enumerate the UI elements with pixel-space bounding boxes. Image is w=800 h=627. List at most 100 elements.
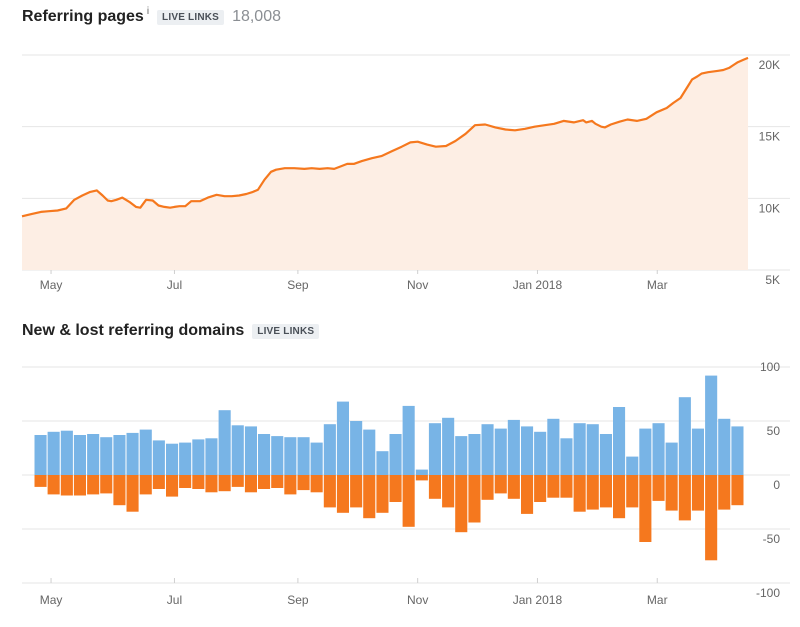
new-domains-bar: [534, 431, 547, 475]
info-icon[interactable]: i: [146, 5, 150, 17]
new-domains-bar: [310, 442, 323, 475]
lost-domains-bar: [258, 475, 271, 489]
new-domains-bar: [139, 429, 152, 475]
new-domains-bar: [205, 438, 218, 475]
x-tick-label: Sep: [287, 593, 309, 607]
lost-domains-bar: [244, 475, 257, 493]
referring-pages-title: Referring pages: [22, 8, 144, 25]
y-tick-label: 5K: [765, 273, 780, 287]
new-domains-bar: [350, 421, 363, 475]
lost-domains-bar: [718, 475, 731, 510]
y-tick-label: 100: [760, 360, 780, 374]
new-domains-bar: [415, 469, 428, 475]
new-domains-bar: [428, 423, 441, 475]
new-domains-bar: [599, 434, 612, 475]
new-domains-bar: [297, 437, 310, 475]
new-domains-bar: [691, 428, 704, 475]
series-line: [21, 56, 749, 218]
lost-domains-bar: [586, 475, 599, 510]
new-domains-bar: [192, 439, 205, 475]
new-domains-bar: [244, 426, 257, 475]
lost-domains-bar: [126, 475, 139, 512]
new-domains-bar: [586, 424, 599, 475]
x-tick-label: Jul: [167, 593, 182, 607]
new-domains-bar: [547, 418, 560, 475]
lost-domains-bar: [468, 475, 481, 523]
y-tick-label: 10K: [759, 201, 780, 215]
lost-domains-bar: [376, 475, 389, 513]
lost-domains-bar: [113, 475, 126, 506]
area-fill: [22, 57, 748, 271]
lost-domains-bar: [363, 475, 376, 519]
new-domains-bar: [731, 426, 744, 475]
new-domains-bar: [87, 434, 100, 475]
new-domains-bar: [678, 397, 691, 475]
new-domains-bar: [271, 436, 284, 475]
lost-domains-bar: [705, 475, 718, 561]
new-domains-bar: [494, 428, 507, 475]
new-domains-bar: [442, 417, 455, 475]
lost-domains-bar: [47, 475, 60, 495]
lost-domains-bar: [402, 475, 415, 527]
lost-domains-bar: [652, 475, 665, 501]
live-links-badge[interactable]: LIVE LINKS: [252, 323, 320, 339]
lost-domains-bar: [547, 475, 560, 498]
lost-domains-bar: [152, 475, 165, 489]
lost-domains-bar: [73, 475, 86, 496]
lost-domains-bar: [34, 475, 47, 487]
new-domains-bar: [363, 429, 376, 475]
lost-domains-bar: [599, 475, 612, 508]
new-domains-bar: [376, 451, 389, 475]
lost-domains-bar: [415, 475, 428, 481]
new-domains-bar: [481, 424, 494, 475]
x-tick-label: May: [40, 593, 63, 607]
lost-domains-bar: [336, 475, 349, 513]
lost-domains-bar: [613, 475, 626, 519]
lost-domains-bar: [428, 475, 441, 499]
lost-domains-bar: [218, 475, 231, 492]
lost-domains-bar: [442, 475, 455, 508]
new-domains-bar: [389, 434, 402, 475]
new-domains-bar: [113, 435, 126, 475]
new-domains-bar: [468, 434, 481, 475]
lost-domains-bar: [481, 475, 494, 500]
new-domains-bar: [560, 438, 573, 475]
lost-domains-bar: [192, 475, 205, 489]
new-domains-bar: [126, 432, 139, 475]
new-domains-bar: [179, 442, 192, 475]
new-domains-bar: [639, 428, 652, 475]
y-tick-label: 15K: [759, 130, 780, 144]
lost-domains-bar: [455, 475, 468, 533]
new-domains-bar: [231, 425, 244, 475]
lost-domains-bar: [494, 475, 507, 494]
x-tick-label: Mar: [647, 278, 668, 292]
new-domains-bar: [258, 434, 271, 475]
lost-domains-bar: [60, 475, 73, 496]
referring-pages-total: 18,008: [232, 8, 281, 25]
lost-domains-bar: [560, 475, 573, 498]
lost-domains-bar: [507, 475, 520, 499]
lost-domains-bar: [231, 475, 244, 487]
new-domains-bar: [455, 436, 468, 475]
lost-domains-bar: [310, 475, 323, 493]
lost-domains-bar: [534, 475, 547, 502]
new-domains-bar: [718, 418, 731, 475]
new-domains-bar: [507, 419, 520, 475]
x-tick-label: Jan 2018: [513, 593, 563, 607]
x-tick-label: Nov: [407, 593, 428, 607]
new-domains-bar: [323, 424, 336, 475]
lost-domains-bar: [100, 475, 113, 494]
new-domains-bar: [34, 435, 47, 475]
x-tick-label: Jul: [167, 278, 182, 292]
y-tick-label: 50: [767, 424, 781, 438]
lost-domains-bar: [284, 475, 297, 495]
new-domains-bar: [665, 442, 678, 475]
x-tick-label: May: [40, 278, 63, 292]
new-domains-bar: [521, 426, 534, 475]
lost-domains-bar: [166, 475, 179, 497]
lost-domains-bar: [691, 475, 704, 511]
live-links-badge[interactable]: LIVE LINKS: [157, 9, 225, 25]
new-domains-bar: [100, 437, 113, 475]
new-domains-bar: [60, 430, 73, 475]
